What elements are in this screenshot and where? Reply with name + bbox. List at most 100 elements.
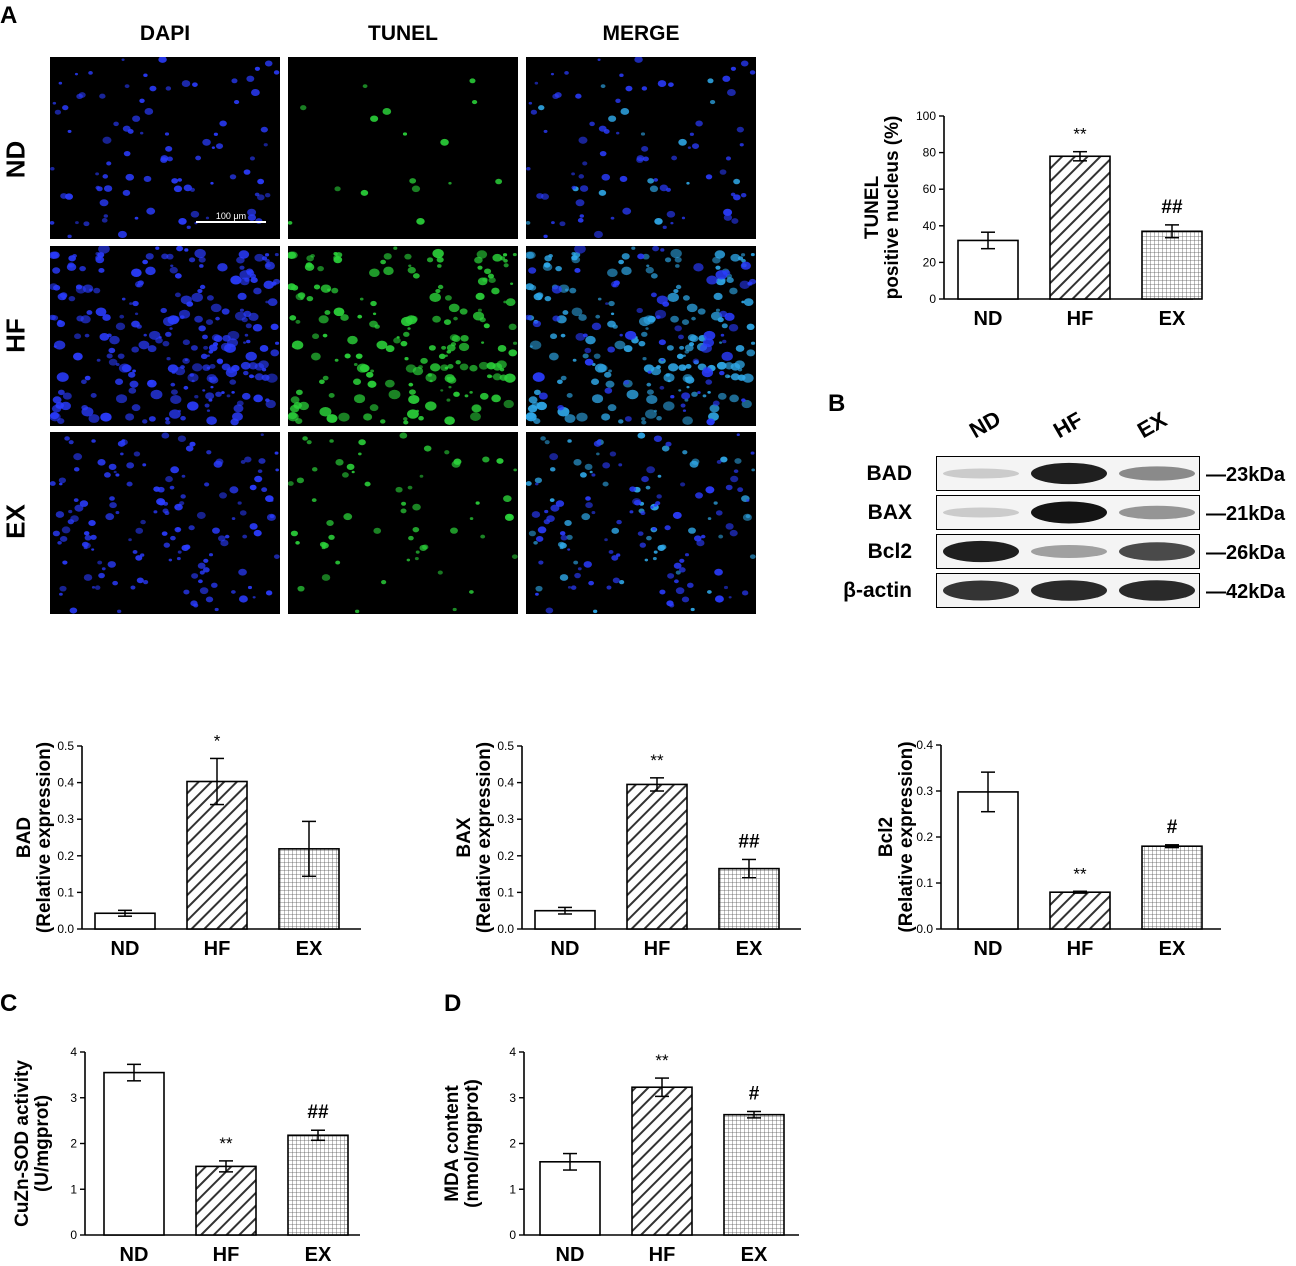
y-tick-label: 0.5 [57, 739, 74, 753]
y-tick-label: 0.4 [916, 738, 933, 752]
wb-band [1119, 505, 1195, 520]
y-axis-label: (Relative expression) [896, 741, 917, 932]
wb-band [943, 507, 1019, 518]
y-tick-label: 2 [70, 1137, 77, 1151]
significance-mark: # [1167, 817, 1178, 838]
bar-ex [718, 867, 780, 930]
x-tick-label: EX [305, 1244, 332, 1266]
bar-hf [1049, 891, 1111, 930]
significance-mark: ## [1161, 197, 1183, 218]
wb-strip [936, 573, 1200, 608]
panel-label-b: B [828, 390, 846, 417]
y-tick-label: 0.0 [57, 922, 74, 936]
micrograph-dapi-nd [50, 57, 280, 239]
y-tick-label: 40 [923, 219, 937, 233]
y-tick-label: 3 [70, 1091, 77, 1105]
bar-hf [186, 780, 248, 930]
y-tick-label: 60 [923, 182, 937, 196]
wb-band [1119, 466, 1195, 481]
wb-band [1119, 580, 1195, 601]
x-tick-label: HF [213, 1244, 240, 1266]
wb-protein-label: BAD [866, 462, 913, 485]
y-tick-label: 80 [923, 146, 937, 160]
y-tick-label: 1 [70, 1182, 77, 1196]
x-tick-label: ND [974, 938, 1003, 960]
chart-bax: 0.0 0.1 0.2 0.3 0.4 0.5 BAX (Relative expressio… [454, 739, 801, 960]
chart-bcl2: 0.0 0.1 0.2 0.3 0.4 Bcl2 (Relative expression)… [876, 738, 1221, 960]
y-tick-label: 0.0 [497, 922, 514, 936]
wb-band [1119, 542, 1195, 561]
panel-label-a: A [0, 2, 18, 29]
significance-mark: ## [307, 1102, 329, 1123]
y-tick-label: 0 [509, 1228, 516, 1242]
y-axis-label: (nmol/mgprot) [462, 1079, 483, 1208]
chart-mda: 0 1 2 3 4 MDA content (nmol/mgprot) ND ** HF # EX [442, 1045, 799, 1266]
panel-label-d: D [444, 990, 462, 1017]
wb-band [1031, 580, 1107, 601]
bar-hf [626, 783, 688, 930]
bar-ex [723, 1113, 785, 1236]
micrograph-merge-hf [526, 246, 756, 426]
column-header-dapi: DAPI [139, 22, 191, 45]
wb-lane-hf: HF [1049, 406, 1087, 444]
significance-mark: * [214, 731, 221, 750]
y-tick-label: 0.1 [916, 876, 933, 890]
y-tick-label: 0 [929, 292, 936, 306]
y-tick-label: 0.2 [916, 830, 933, 844]
x-tick-label: ND [974, 308, 1003, 330]
wb-band [943, 540, 1019, 563]
bar-nd [957, 239, 1019, 300]
y-tick-label: 20 [923, 255, 937, 269]
x-tick-label: ND [120, 1244, 149, 1266]
wb-band [1031, 462, 1107, 485]
x-tick-label: HF [1067, 308, 1094, 330]
micrograph-tunel-hf [288, 246, 518, 426]
x-tick-label: EX [296, 938, 323, 960]
y-axis-label: (U/mgprot) [32, 1095, 53, 1192]
wb-band [943, 580, 1019, 601]
x-tick-label: ND [556, 1244, 585, 1266]
x-tick-label: EX [741, 1244, 768, 1266]
y-axis-label: MDA content [442, 1085, 463, 1202]
column-header-tunel: TUNEL [368, 22, 438, 45]
scale-bar-label: 100 μm [215, 211, 247, 221]
y-tick-label: 3 [509, 1091, 516, 1105]
wb-band [1031, 501, 1107, 524]
bar-nd [957, 791, 1019, 930]
wb-strip [936, 495, 1200, 530]
x-tick-label: HF [1067, 938, 1094, 960]
scale-bar: 100 μm [196, 211, 266, 223]
wb-strip [936, 534, 1200, 569]
bar-hf [195, 1165, 257, 1236]
panel-label-c: C [0, 990, 18, 1017]
bar-nd [103, 1071, 165, 1236]
wb-strip [936, 456, 1200, 491]
chart-bad: 0.0 0.1 0.2 0.3 0.4 0.5 BAD (Relative expressio… [14, 731, 361, 960]
y-tick-label: 0.4 [57, 776, 74, 790]
wb-band [943, 468, 1019, 479]
y-tick-label: 0.3 [497, 812, 514, 826]
micrograph-merge-ex [526, 432, 756, 614]
y-tick-label: 0.1 [57, 885, 74, 899]
x-tick-label: EX [1159, 938, 1186, 960]
x-tick-label: HF [204, 938, 231, 960]
micrograph-tunel-ex [288, 432, 518, 614]
wb-kda-label: —21kDa [1206, 503, 1285, 525]
y-tick-label: 0.4 [497, 776, 514, 790]
x-tick-label: EX [736, 938, 763, 960]
significance-mark: ** [1073, 125, 1087, 144]
y-tick-label: 0.5 [497, 739, 514, 753]
row-header-nd: ND [0, 140, 31, 179]
significance-mark: ** [650, 751, 664, 770]
wb-lane-nd: ND [965, 405, 1006, 444]
y-tick-label: 0.2 [497, 849, 514, 863]
chart-tunel: 0 20 40 60 80 100 TUNEL positive nucleus (%) ND *… [862, 109, 1203, 330]
significance-mark: ## [738, 831, 760, 852]
bar-hf [631, 1086, 693, 1236]
bar-hf [1049, 155, 1111, 300]
y-tick-label: 100 [916, 109, 936, 123]
bar-nd [539, 1161, 601, 1236]
wb-kda-label: —42kDa [1206, 581, 1285, 603]
y-tick-label: 4 [509, 1045, 516, 1059]
y-axis-label: Bcl2 [876, 817, 897, 857]
